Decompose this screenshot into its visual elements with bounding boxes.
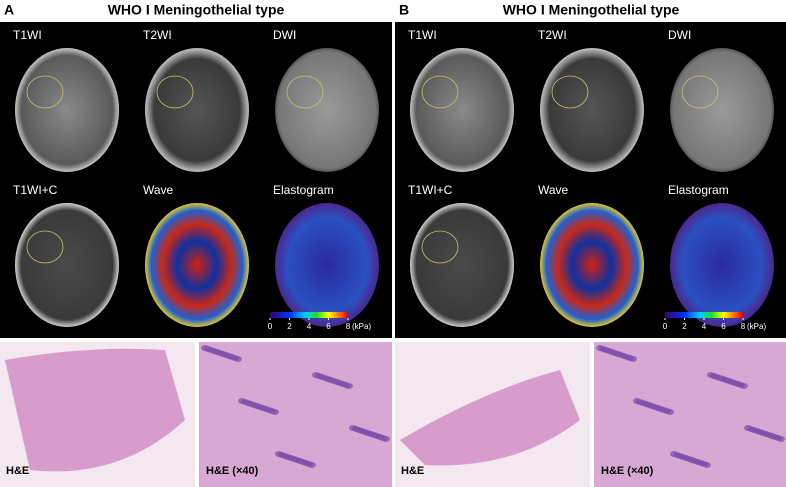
- mri-label: Wave: [143, 183, 174, 197]
- lesion-outline: [286, 75, 324, 109]
- mri-label: T1WI: [13, 28, 42, 42]
- lesion-outline: [26, 75, 64, 109]
- histology-label: H&E (×40): [206, 465, 259, 477]
- nucleus: [740, 383, 748, 389]
- mri-label: T1WI: [408, 28, 437, 42]
- mri-label: DWI: [668, 28, 691, 42]
- colorbar-unit: (kPa): [747, 322, 766, 331]
- mri-label: Elastogram: [668, 183, 729, 197]
- mri-label: T1WI+C: [408, 183, 453, 197]
- panel-title: WHO I Meningothelial type: [108, 2, 285, 18]
- nucleus: [629, 356, 637, 362]
- mri-label: T1WI+C: [13, 183, 58, 197]
- tissue: [5, 348, 185, 472]
- mri-image: [275, 203, 379, 327]
- lesion-outline: [156, 75, 194, 109]
- nucleus: [234, 356, 242, 362]
- colorbar-tick-label: 4: [307, 322, 312, 331]
- mri-image: [540, 203, 644, 327]
- mri-label: T2WI: [143, 28, 172, 42]
- histology-label: H&E (×40): [601, 465, 654, 477]
- colorbar-tick-label: 0: [663, 322, 668, 331]
- histology-label: H&E: [401, 465, 424, 477]
- mri-image: [410, 203, 514, 327]
- colorbar-tick-label: 8: [741, 322, 746, 331]
- mri-image: [145, 203, 249, 327]
- mri-label: Wave: [538, 183, 569, 197]
- colorbar-tick-label: 6: [326, 322, 331, 331]
- histology-high: [594, 342, 786, 487]
- lesion-outline: [26, 230, 64, 264]
- mri-image: [275, 48, 379, 172]
- mri-image: [145, 48, 249, 172]
- colorbar-tick-label: 2: [682, 322, 687, 331]
- nucleus: [382, 436, 390, 442]
- panel-letter: B: [399, 2, 409, 18]
- colorbar-unit: (kPa): [352, 322, 371, 331]
- lesion-outline: [551, 75, 589, 109]
- lesion-outline: [421, 230, 459, 264]
- colorbar-tick-label: 4: [702, 322, 707, 331]
- mri-label: DWI: [273, 28, 296, 42]
- nucleus: [666, 409, 674, 415]
- mri-image: [410, 48, 514, 172]
- panel-title: WHO I Meningothelial type: [503, 2, 680, 18]
- nucleus: [345, 383, 353, 389]
- colorbar: [270, 312, 348, 318]
- colorbar: [665, 312, 743, 318]
- nucleus: [308, 462, 316, 468]
- mri-image: [670, 48, 774, 172]
- nucleus: [703, 462, 711, 468]
- colorbar-tick-label: 8: [346, 322, 351, 331]
- mri-image: [15, 203, 119, 327]
- nucleus: [271, 409, 279, 415]
- colorbar-tick-label: 0: [268, 322, 273, 331]
- colorbar-tick-label: 6: [721, 322, 726, 331]
- tissue: [400, 370, 580, 466]
- mri-image: [15, 48, 119, 172]
- mri-label: Elastogram: [273, 183, 334, 197]
- mri-label: T2WI: [538, 28, 567, 42]
- nucleus: [777, 436, 785, 442]
- colorbar-tick-label: 2: [287, 322, 292, 331]
- histology-high: [199, 342, 392, 487]
- panel-letter: A: [4, 2, 14, 18]
- mri-image: [540, 48, 644, 172]
- histology-label: H&E: [6, 465, 29, 477]
- mri-image: [670, 203, 774, 327]
- lesion-outline: [421, 75, 459, 109]
- lesion-outline: [681, 75, 719, 109]
